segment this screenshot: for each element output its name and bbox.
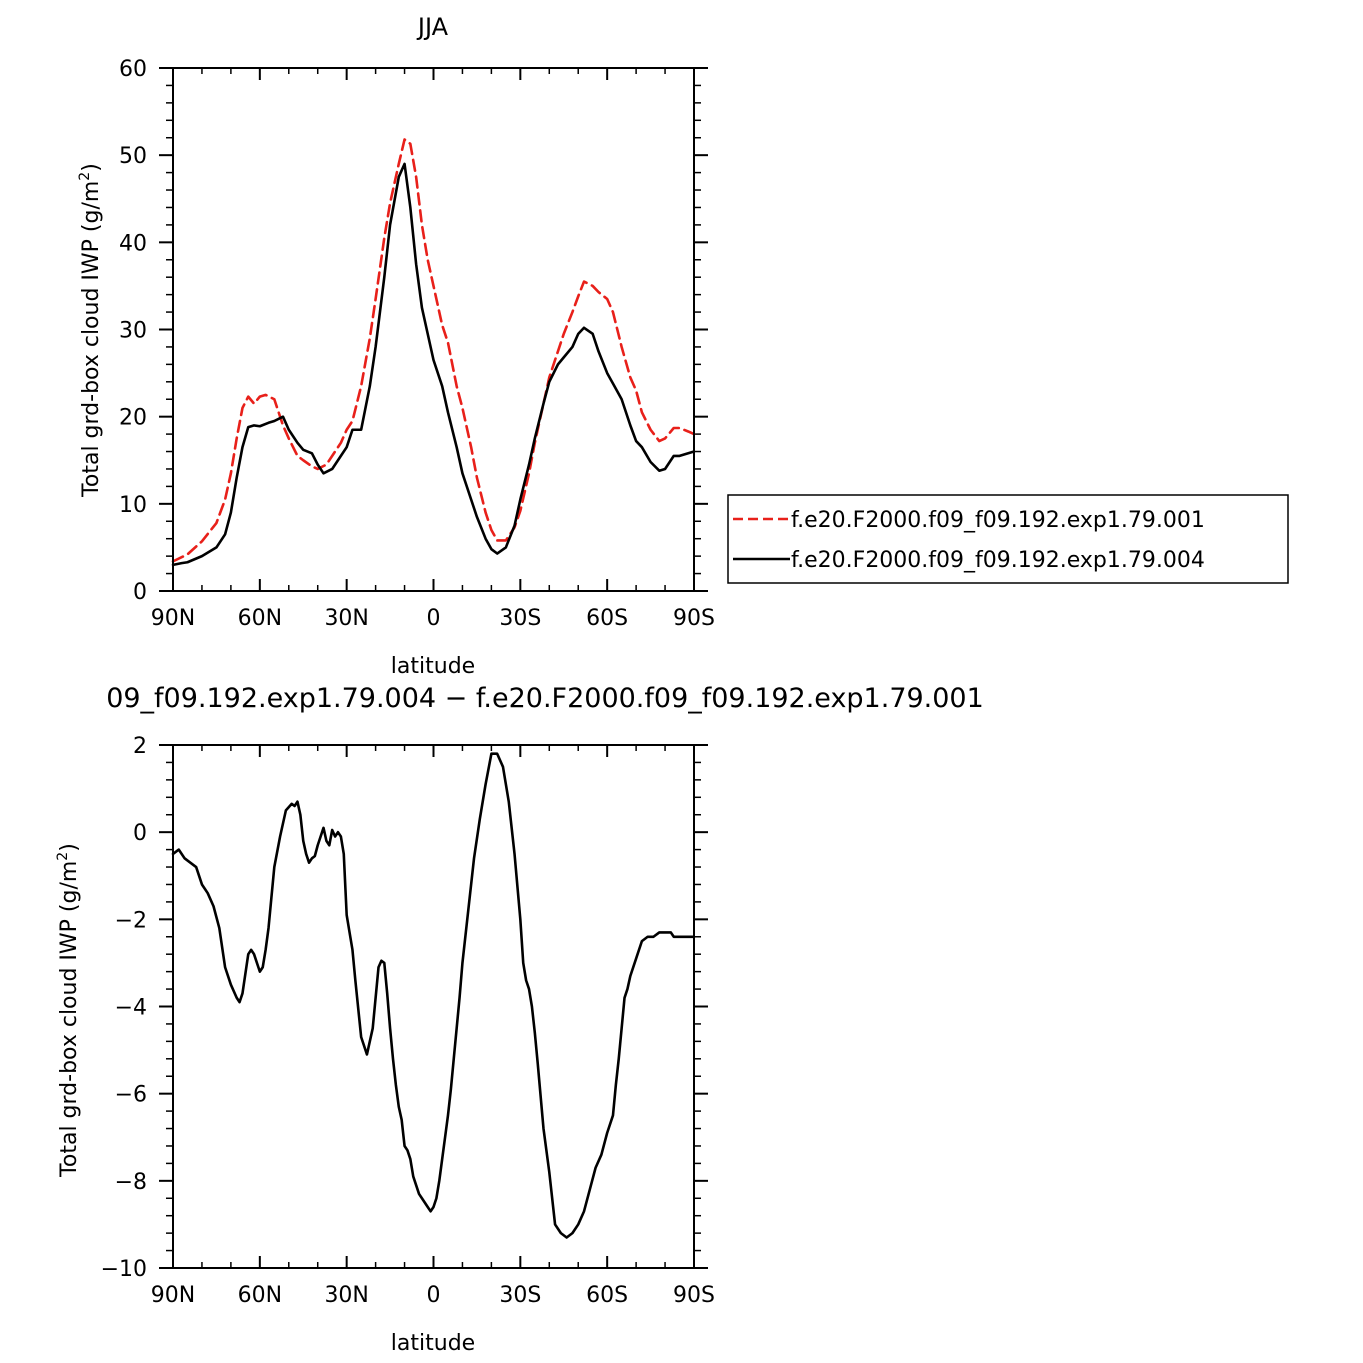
top-y-tick-label: 60 bbox=[119, 57, 147, 82]
bottom-plot-frame bbox=[172, 744, 695, 1269]
top-x-tick-label: 60S bbox=[586, 606, 628, 631]
bottom-y-tick-label: −2 bbox=[115, 908, 147, 933]
top-x-tick-label: 60N bbox=[238, 606, 282, 631]
top-ticks: 90N 60N 30N 0 30S 60S 90S 0 10 20 30 40 50 60 bbox=[119, 57, 715, 631]
top-x-tick-label: 90N bbox=[151, 606, 195, 631]
top-series bbox=[171, 138, 696, 567]
bottom-series-line-1 bbox=[171, 752, 696, 1239]
top-series-line-2 bbox=[171, 162, 696, 567]
bottom-x-tick-label: 30N bbox=[324, 1283, 368, 1308]
bottom-y-tick-label: 2 bbox=[133, 734, 147, 759]
bottom-series bbox=[171, 752, 696, 1239]
bottom-y-axis-label: Total grd-box cloud IWP (g/m2) bbox=[55, 843, 82, 1178]
bottom-ticks: 90N 60N 30N 0 30S 60S 90S −10 −8 −6 −4 −2 0 2 bbox=[101, 734, 715, 1308]
top-x-tick-label: 30N bbox=[324, 606, 368, 631]
top-x-tick-label: 90S bbox=[673, 606, 715, 631]
bottom-y-tick-label: −10 bbox=[101, 1257, 147, 1282]
bottom-chart-title: 09_f09.192.exp1.79.004 − f.e20.F2000.f09… bbox=[106, 683, 984, 714]
top-chart-title: JJA bbox=[416, 13, 449, 41]
bottom-x-tick-label: 90N bbox=[151, 1283, 195, 1308]
top-y-tick-label: 40 bbox=[119, 231, 147, 256]
top-x-tick-label: 0 bbox=[427, 606, 441, 631]
legend-label-series-1: f.e20.F2000.f09_f09.192.exp1.79.001 bbox=[791, 508, 1205, 533]
bottom-x-tick-label: 90S bbox=[673, 1283, 715, 1308]
bottom-panel: 09_f09.192.exp1.79.004 − f.e20.F2000.f09… bbox=[55, 683, 984, 1356]
legend: f.e20.F2000.f09_f09.192.exp1.79.001 f.e2… bbox=[727, 494, 1289, 584]
bottom-x-tick-label: 60S bbox=[586, 1283, 628, 1308]
bottom-x-tick-label: 60N bbox=[238, 1283, 282, 1308]
bottom-x-tick-label: 0 bbox=[427, 1283, 441, 1308]
bottom-x-axis-label: latitude bbox=[391, 1331, 475, 1356]
top-x-tick-label: 30S bbox=[499, 606, 541, 631]
top-x-axis-label: latitude bbox=[391, 654, 475, 679]
bottom-y-tick-label: −8 bbox=[115, 1170, 147, 1195]
top-plot-frame bbox=[172, 67, 695, 592]
top-y-tick-label: 20 bbox=[119, 406, 147, 431]
top-series-line-1 bbox=[171, 138, 696, 563]
legend-label-series-2: f.e20.F2000.f09_f09.192.exp1.79.004 bbox=[791, 548, 1205, 573]
bottom-x-tick-label: 30S bbox=[499, 1283, 541, 1308]
top-y-tick-label: 50 bbox=[119, 144, 147, 169]
top-y-axis-label: Total grd-box cloud IWP (g/m2) bbox=[77, 163, 104, 498]
bottom-y-tick-label: 0 bbox=[133, 821, 147, 846]
top-y-tick-label: 10 bbox=[119, 493, 147, 518]
bottom-y-tick-label: −6 bbox=[115, 1083, 147, 1108]
top-y-tick-label: 30 bbox=[119, 319, 147, 344]
top-panel: JJA 90N 60N 30N 0 30S 60S 90S 0 10 20 30 40 50 60 lat… bbox=[77, 13, 1289, 679]
bottom-y-tick-label: −4 bbox=[115, 996, 147, 1021]
legend-box bbox=[727, 494, 1289, 584]
top-y-tick-label: 0 bbox=[133, 580, 147, 605]
